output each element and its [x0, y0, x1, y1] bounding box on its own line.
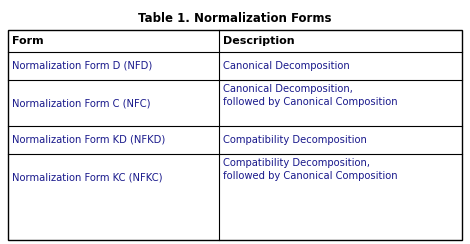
Text: Form: Form	[12, 36, 44, 46]
Text: Description: Description	[223, 36, 295, 46]
Text: Compatibility Decomposition,
followed by Canonical Composition: Compatibility Decomposition, followed by…	[223, 158, 398, 181]
Text: Normalization Form KD (NFKD): Normalization Form KD (NFKD)	[12, 135, 165, 145]
Text: Canonical Decomposition: Canonical Decomposition	[223, 61, 350, 71]
Text: Table 1. Normalization Forms: Table 1. Normalization Forms	[138, 12, 332, 25]
Text: Compatibility Decomposition: Compatibility Decomposition	[223, 135, 367, 145]
Text: Normalization Form KC (NFKC): Normalization Form KC (NFKC)	[12, 172, 163, 182]
Text: Normalization Form D (NFD): Normalization Form D (NFD)	[12, 61, 152, 71]
Text: Normalization Form C (NFC): Normalization Form C (NFC)	[12, 98, 150, 108]
Bar	[8, 30, 462, 240]
Text: Canonical Decomposition,
followed by Canonical Composition: Canonical Decomposition, followed by Can…	[223, 84, 398, 107]
